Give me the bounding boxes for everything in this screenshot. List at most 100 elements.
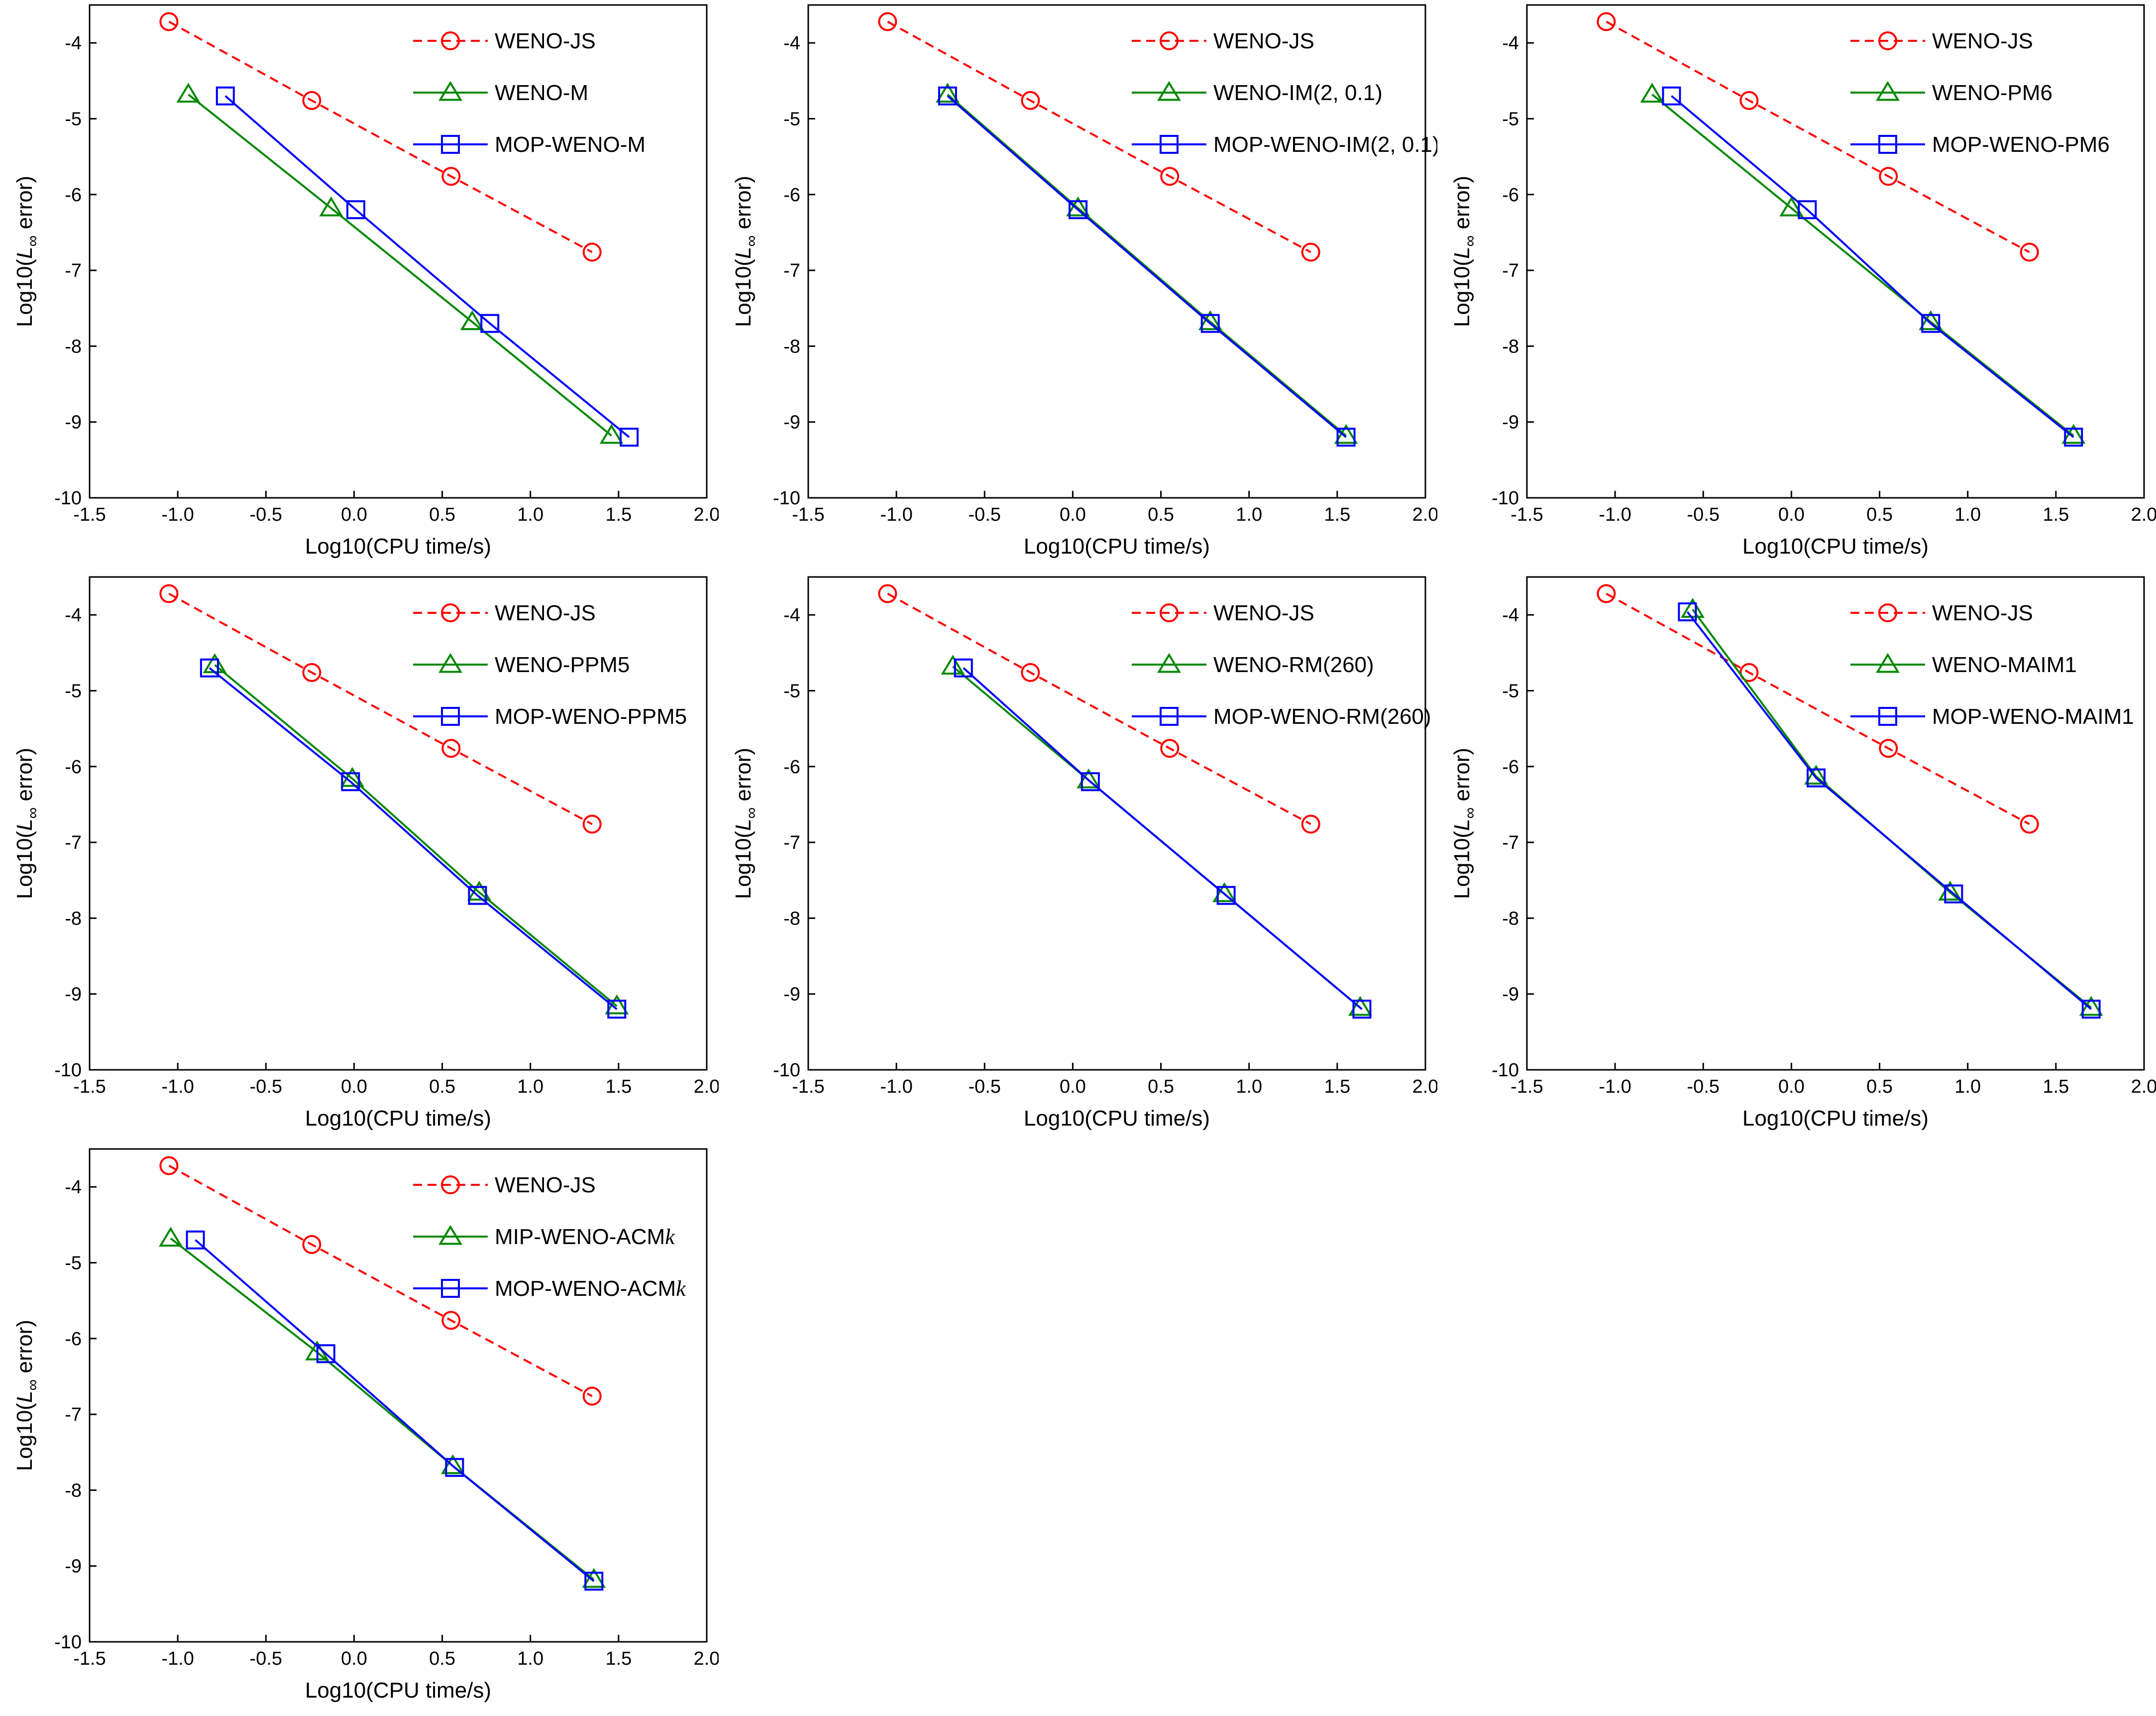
chart-panel-4: -1.5 -1.0 -0.5 0.0 0.5 1.0 1.5 2.0 -10 -9 -8 -7 -6 -5…	[0, 572, 719, 1144]
chart6-series-1	[1597, 584, 2039, 834]
chart2-y-label-symbol: L	[731, 247, 755, 259]
chart7-series-1-point	[159, 1156, 179, 1175]
chart1-y-tick-label: -7	[65, 260, 82, 281]
chart7-series-2-point	[582, 1568, 606, 1588]
chart4-legend-label: MOP-WENO-PPM5	[495, 704, 687, 729]
chart5-series-3-point	[1080, 772, 1100, 792]
chart7-y-tick-label: -6	[65, 1329, 82, 1350]
chart3-y-tick-label: -6	[1502, 185, 1519, 206]
chart6-x-tick-label: -0.5	[1687, 1076, 1720, 1097]
chart1-legend-label: MOP-WENO-M	[495, 132, 646, 157]
chart3-x-tick-label: 0.0	[1778, 504, 1805, 525]
chart6-y-tick-label: -7	[1502, 832, 1519, 853]
chart2-series-2-point	[1198, 310, 1222, 331]
chart-svg-2: -1.5 -1.0 -0.5 0.0 0.5 1.0 1.5 2.0 -10 -9 -8 -7 -6 -5…	[731, 4, 1437, 559]
chart7-y-tick-label: -4	[65, 1177, 82, 1198]
chart3-x-tick-label: 2.0	[2131, 504, 2156, 525]
chart6-series-1-point	[1597, 584, 1616, 603]
chart7-y-label-prefix: Log10(	[12, 1403, 37, 1471]
chart1-series-3-line	[224, 95, 630, 438]
chart5-y-label-symbol: L	[731, 819, 755, 831]
chart1-legend-label: WENO-JS	[495, 29, 596, 53]
chart2-x-tick-label: 0.5	[1148, 504, 1174, 525]
chart4-series-3-point	[200, 658, 219, 678]
chart6-y-tick-label: -10	[1492, 1060, 1519, 1081]
chart1-legend-label-main: MOP-WENO-M	[495, 132, 646, 157]
chart3-legend-entry-2: WENO-PM6	[1850, 81, 2052, 105]
chart7-series-3-point	[316, 1344, 335, 1364]
chart1-legend-marker	[438, 81, 462, 101]
chart7-y-label-symbol: L	[12, 1391, 37, 1403]
chart4-legend-label-main: MOP-WENO-PPM5	[495, 704, 687, 729]
chart2-legend-label: WENO-IM(2, 0.1)	[1213, 81, 1383, 105]
chart6-series-1-point	[2020, 814, 2039, 834]
chart1-series-1-point	[159, 12, 179, 31]
chart6-y-label-subscript: ∞	[1461, 807, 1479, 819]
chart5-series-1-point	[1301, 814, 1320, 834]
chart1-series-1	[159, 12, 602, 262]
chart2-y-tick-label: -7	[783, 260, 800, 281]
chart7-legend-marker	[438, 1225, 462, 1245]
chart3-series-2-point	[1640, 83, 1664, 103]
chart2-y-axis-label: Log10(L∞ error)	[731, 176, 760, 327]
chart6-legend-label-main: MOP-WENO-MAIM1	[1932, 704, 2134, 729]
chart2-series-1-point	[1301, 242, 1320, 262]
chart5-x-tick-label: 0.0	[1060, 1076, 1086, 1097]
chart6-legend-entry-1: WENO-JS	[1850, 601, 2033, 625]
chart2-legend-label: MOP-WENO-IM(2, 0.1)	[1213, 132, 1437, 157]
chart6-y-tick-label: -4	[1502, 605, 1519, 626]
chart7-series-3	[186, 1230, 604, 1591]
chart6-legend-label: WENO-JS	[1932, 601, 2033, 625]
chart3-legend-label: WENO-PM6	[1932, 81, 2052, 105]
chart-panel-6: -1.5 -1.0 -0.5 0.0 0.5 1.0 1.5 2.0 -10 -9 -8 -7 -6 -5…	[1437, 572, 2156, 1144]
chart-panel-1: -1.5 -1.0 -0.5 0.0 0.5 1.0 1.5 2.0 -10 -9 -8 -7 -6 -5…	[0, 0, 719, 572]
chart2-x-tick-label: 0.0	[1060, 504, 1086, 525]
chart1-legend-marker	[441, 31, 460, 50]
chart2-series-3-line	[947, 95, 1347, 438]
chart5-series-3-point	[954, 658, 973, 678]
chart3-y-label-prefix: Log10(	[1450, 259, 1474, 327]
chart5-legend-marker	[1160, 603, 1179, 622]
chart2-legend-marker	[1160, 31, 1179, 50]
chart1-y-tick-label: -5	[65, 109, 82, 129]
chart3-y-label-symbol: L	[1450, 247, 1474, 259]
chart2-series-1-point	[1021, 91, 1040, 110]
chart6-plot-frame	[1526, 576, 2145, 1071]
chart6-series-3-point	[2081, 1000, 2101, 1019]
chart7-x-tick-label: 1.5	[605, 1648, 632, 1669]
chart1-x-axis-label: Log10(CPU time/s)	[305, 534, 491, 559]
chart4-legend-label: WENO-PPM5	[495, 653, 630, 677]
chart2-y-tick-label: -5	[783, 109, 800, 129]
chart3-x-axis-label: Log10(CPU time/s)	[1742, 534, 1929, 559]
chart5-x-tick-label: 2.0	[1412, 1076, 1437, 1097]
chart6-x-tick-label: 0.5	[1866, 1076, 1893, 1097]
chart6-y-tick-label: -5	[1502, 681, 1519, 701]
chart6-x-tick-label: -1.5	[1510, 1076, 1543, 1097]
chart1-series-3	[216, 86, 639, 447]
chart2-legend-label-main: WENO-JS	[1213, 29, 1314, 53]
chart4-legend-label-main: WENO-JS	[495, 601, 596, 625]
chart7-x-tick-label: -1.5	[73, 1648, 106, 1669]
chart7-plot-frame	[89, 1148, 708, 1643]
chart6-x-tick-label: 1.5	[2043, 1076, 2069, 1097]
chart-panel-7: -1.5 -1.0 -0.5 0.0 0.5 1.0 1.5 2.0 -10 -9 -8 -7 -6 -5…	[0, 1144, 719, 1716]
chart7-legend-marker	[441, 1279, 460, 1298]
chart4-x-tick-label: 0.5	[429, 1076, 455, 1097]
chart-panel-3: -1.5 -1.0 -0.5 0.0 0.5 1.0 1.5 2.0 -10 -9 -8 -7 -6 -5…	[1437, 0, 2156, 572]
chart6-legend-entry-2: WENO-MAIM1	[1850, 653, 2077, 677]
chart7-x-tick-label: 1.0	[517, 1648, 543, 1669]
chart7-x-tick-label: 0.0	[341, 1648, 367, 1669]
chart4-legend-entry-1: WENO-JS	[413, 601, 596, 625]
chart4-x-tick-label: 1.0	[517, 1076, 543, 1097]
chart4-x-tick-label: 0.0	[341, 1076, 367, 1097]
chart2-series-2	[935, 83, 1358, 444]
chart6-x-tick-label: -1.0	[1599, 1076, 1631, 1097]
chart1-y-label-suffix: error)	[12, 176, 37, 235]
chart1-series-3-point	[480, 314, 500, 333]
chart3-legend-entry-3: MOP-WENO-PM6	[1850, 132, 2110, 157]
chart2-x-tick-label: 1.0	[1236, 504, 1262, 525]
chart4-y-tick-label: -8	[65, 908, 82, 929]
chart2-series-3-point	[1069, 200, 1088, 220]
chart1-x-tick-label: 1.0	[517, 504, 543, 525]
chart7-series-1-point	[302, 1235, 322, 1254]
